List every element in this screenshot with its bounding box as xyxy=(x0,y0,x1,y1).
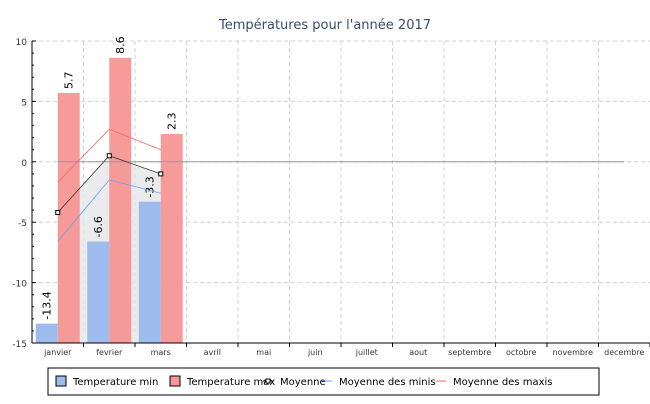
legend-marker-icon xyxy=(265,378,271,384)
legend-swatch-icon xyxy=(169,375,181,387)
legend: Temperature min Temperature max Moyenne Moy… xyxy=(47,367,600,396)
y-tick-label: -15 xyxy=(12,340,27,350)
bar-value-label: 2.3 xyxy=(166,113,179,131)
x-tick-label: aout xyxy=(409,348,427,357)
x-tick-label: mai xyxy=(256,348,271,357)
y-tick-label: -5 xyxy=(18,219,27,229)
legend-label: Moyenne des minis xyxy=(339,377,436,388)
chart-title: Températures pour l'année 2017 xyxy=(218,18,431,33)
bar-value-label: -13.4 xyxy=(41,291,54,319)
x-tick-label: janvier xyxy=(43,348,72,357)
bar-min xyxy=(138,201,161,343)
x-tick-label: septembre xyxy=(448,348,491,357)
x-tick-label: fevrier xyxy=(96,348,123,357)
moyenne-marker xyxy=(158,171,164,177)
bar-value-label: -6.6 xyxy=(92,216,105,237)
moyenne-marker xyxy=(106,153,112,159)
x-tick-label: decembre xyxy=(604,348,644,357)
legend-label: Moyenne xyxy=(280,377,326,388)
bar-max xyxy=(109,57,132,344)
bar-value-label: -3.3 xyxy=(144,176,157,197)
x-tick-label: juillet xyxy=(355,348,378,357)
legend-swatch-icon xyxy=(55,375,67,387)
line-moyenne-des-maxis xyxy=(57,128,161,183)
legend-label: Temperature max xyxy=(186,377,275,388)
bar-max xyxy=(160,134,183,343)
x-tick-label: avril xyxy=(204,348,221,357)
legend-label: Moyenne des maxis xyxy=(453,377,553,388)
legend-label: Temperature min xyxy=(72,377,158,388)
moyenne-marker xyxy=(55,210,61,216)
bar-value-label: 8.6 xyxy=(114,36,127,54)
bar-value-label: 5.7 xyxy=(63,71,76,89)
y-tick-label: -10 xyxy=(12,280,27,290)
x-tick-label: octobre xyxy=(506,348,537,357)
bar-min xyxy=(35,323,58,343)
x-tick-label: novembre xyxy=(552,348,593,357)
x-tick-label: juin xyxy=(307,348,323,357)
y-tick-label: 5 xyxy=(21,98,27,108)
x-tick-label: mars xyxy=(151,348,171,357)
y-tick-label: 10 xyxy=(16,38,28,48)
line-moyenne-des-minis xyxy=(57,179,161,242)
bar-max xyxy=(57,92,80,343)
bar-min xyxy=(87,241,110,343)
y-tick-label: 0 xyxy=(21,159,27,169)
